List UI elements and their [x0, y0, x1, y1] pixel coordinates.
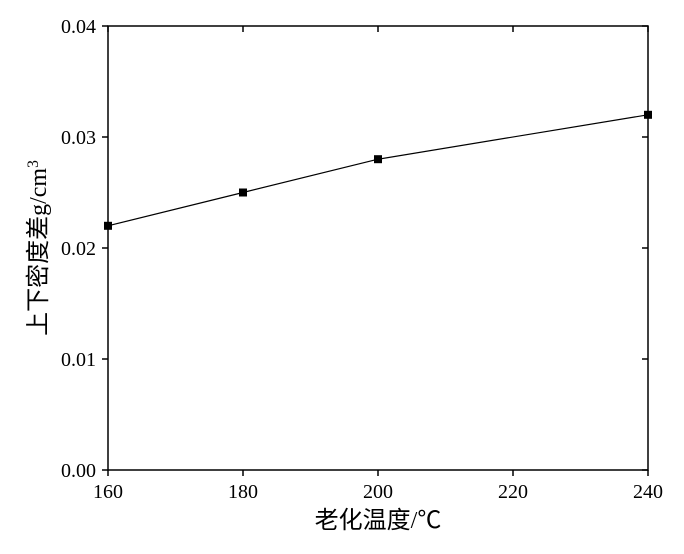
data-marker: [644, 111, 652, 119]
x-tick-label: 200: [363, 481, 393, 503]
y-tick-label: 0.04: [61, 16, 96, 38]
x-tick-label: 180: [228, 481, 258, 503]
data-marker: [239, 189, 247, 197]
x-tick-label: 240: [633, 481, 663, 503]
chart-container: 160 180 200 220 240 0.00 0.01 0.02 0.03 0.04 老化温度/…: [0, 0, 684, 554]
y-tick-label: 0.02: [61, 238, 96, 260]
svg-text:上下密度差g/cm3: 上下密度差g/cm3: [25, 160, 53, 336]
data-marker: [104, 222, 112, 230]
y-tick-label: 0.01: [61, 349, 96, 371]
x-tick-label: 160: [93, 481, 123, 503]
y-tick-label: 0.03: [61, 127, 96, 149]
y-tick-label: 0.00: [61, 460, 96, 482]
y-axis-label: 上下密度差g/cm3: [25, 160, 53, 336]
x-axis-label: 老化温度/℃: [315, 507, 442, 534]
line-chart: 160 180 200 220 240 0.00 0.01 0.02 0.03 0.04 老化温度/…: [0, 0, 684, 554]
x-tick-label: 220: [498, 481, 528, 503]
data-marker: [374, 155, 382, 163]
